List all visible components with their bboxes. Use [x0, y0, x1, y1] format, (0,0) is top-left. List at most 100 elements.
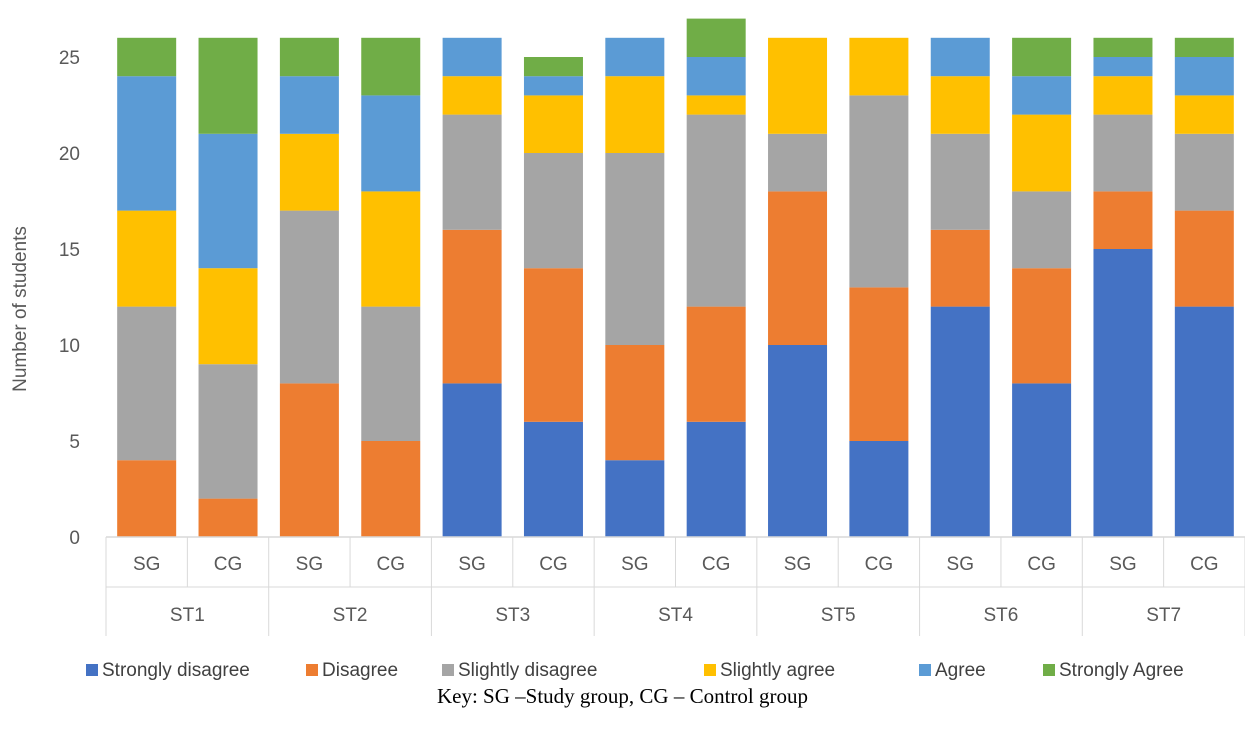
category-label: CG [1027, 554, 1056, 575]
bar-segment [1012, 191, 1072, 269]
group-label: ST2 [333, 605, 368, 626]
bar-segment [442, 114, 502, 230]
bar-segment [1093, 76, 1153, 115]
category-label: CG [1190, 554, 1219, 575]
bar-segment [198, 498, 258, 537]
legend-label: Slightly disagree [458, 660, 597, 680]
bar-segment [605, 345, 665, 461]
bar-segment [768, 133, 828, 192]
category-label: SG [458, 554, 485, 575]
bar-segment [686, 114, 746, 307]
bar-segment [1174, 306, 1234, 537]
bar-segment [279, 383, 339, 537]
bar-segment [198, 37, 258, 134]
bar-segment [279, 76, 339, 134]
y-axis-title: Number of students [10, 226, 31, 392]
bar-segment [686, 306, 746, 422]
category-label: CG [214, 554, 243, 575]
bar-segment [849, 441, 909, 537]
bar-segment [605, 37, 665, 77]
legend-swatch [1043, 664, 1055, 676]
legend-swatch [442, 664, 454, 676]
bar-segment [279, 37, 339, 77]
bar-segment [686, 57, 746, 96]
group-label: ST1 [170, 605, 205, 626]
bar-segment [1012, 37, 1072, 77]
bar-segment [686, 421, 746, 537]
bar-segment [198, 364, 258, 499]
legend-swatch [86, 664, 98, 676]
bar-segment [1093, 114, 1153, 192]
bar-segment [117, 76, 177, 211]
category-label: CG [702, 554, 731, 575]
bar-segment [198, 268, 258, 365]
bar-segment [361, 95, 421, 192]
bar-segment [768, 191, 828, 345]
bar-segment [523, 57, 583, 77]
group-label: ST6 [983, 605, 1018, 626]
bar-segment [1174, 57, 1234, 96]
legend-label: Slightly agree [720, 660, 835, 680]
bar-segment [117, 306, 177, 461]
y-tick-label: 10 [59, 336, 80, 357]
y-tick-label: 25 [59, 48, 80, 69]
bar-segment [442, 37, 502, 77]
bar-segment [523, 76, 583, 96]
legend-label: Agree [935, 660, 986, 680]
bar-segment [1012, 383, 1072, 537]
bar-segment [1174, 133, 1234, 211]
bar-segment [1012, 114, 1072, 192]
category-label: CG [865, 554, 894, 575]
bar-segment [523, 268, 583, 422]
group-label: ST4 [658, 605, 693, 626]
group-label: ST3 [495, 605, 530, 626]
legend-swatch [704, 664, 716, 676]
bar-segment [768, 345, 828, 537]
category-label: SG [133, 554, 160, 575]
bar-segment [361, 191, 421, 307]
bar-segment [361, 441, 421, 537]
bar-segment [1174, 37, 1234, 57]
chart-caption: Key: SG –Study group, CG – Control group [436, 684, 808, 708]
bar-segment [930, 306, 990, 537]
bar-segment [198, 133, 258, 269]
bar-segment [361, 37, 421, 96]
legend-label: Strongly disagree [102, 660, 250, 680]
bar-segment [1012, 76, 1072, 115]
bar-segment [605, 153, 665, 345]
stacked-bar-chart: 0 5 10 15 20 25 Number of students SG CG SG CG SG CG… [10, 18, 1245, 680]
category-label: SG [784, 554, 811, 575]
category-label: SG [296, 554, 323, 575]
bar-segment [442, 229, 502, 384]
category-label: SG [621, 554, 648, 575]
bar-segment [523, 153, 583, 269]
bar-segment [1093, 37, 1153, 57]
y-tick-label: 5 [69, 432, 80, 453]
bar-segment [849, 37, 909, 96]
bar-segment [1012, 268, 1072, 384]
bar-segment [930, 229, 990, 307]
bar-segment [1093, 57, 1153, 77]
bar-segment [523, 95, 583, 153]
bar-segment [361, 306, 421, 441]
bar-segment [1093, 191, 1153, 249]
bar-segment [117, 210, 177, 307]
bar-segment [279, 133, 339, 211]
bar-segment [849, 287, 909, 441]
legend-swatch [306, 664, 318, 676]
bar-segment [849, 95, 909, 288]
category-label: CG [539, 554, 568, 575]
bar-segment [279, 210, 339, 384]
bar-segment [930, 76, 990, 134]
category-label: CG [377, 554, 406, 575]
bar-segment [1174, 210, 1234, 307]
legend-label: Disagree [322, 660, 398, 680]
bar-segment [686, 18, 746, 58]
bar-segment [1174, 95, 1234, 134]
bar-segment [442, 76, 502, 115]
legend-label: Strongly Agree [1059, 660, 1184, 680]
bar-segment [605, 76, 665, 153]
bar-segment [768, 37, 828, 134]
bar-segment [523, 421, 583, 537]
